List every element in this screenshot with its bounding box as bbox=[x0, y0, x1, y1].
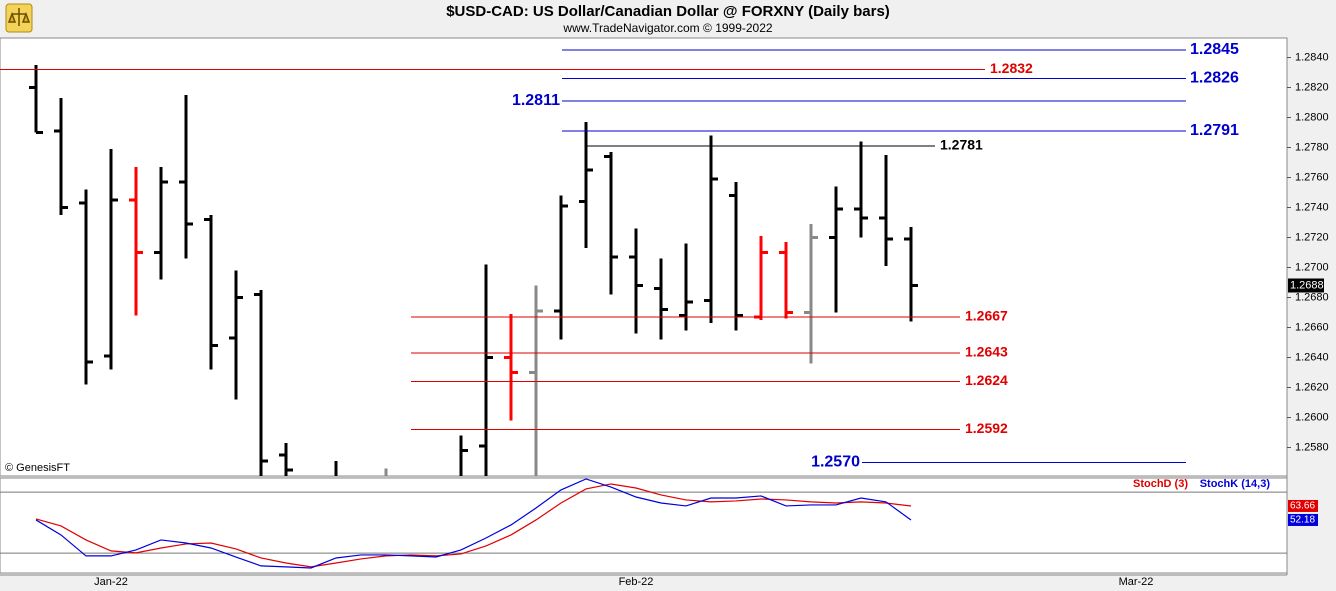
stoch-line bbox=[35, 483, 912, 568]
y-tick-label: 1.2680 bbox=[1295, 291, 1329, 303]
y-tick-label: 1.2700 bbox=[1295, 261, 1329, 273]
level-label: 1.2781 bbox=[940, 137, 983, 153]
logo bbox=[5, 3, 33, 33]
x-tick-label: Jan-22 bbox=[94, 576, 128, 588]
last-value-label: 63.66 bbox=[1290, 501, 1315, 512]
level-label: 1.2826 bbox=[1190, 70, 1239, 87]
stoch-line bbox=[35, 478, 912, 569]
x-tick-label: Mar-22 bbox=[1119, 576, 1154, 588]
y-tick-label: 1.2820 bbox=[1295, 81, 1329, 93]
chart-subtitle: www.TradeNavigator.com © 1999-2022 bbox=[562, 21, 772, 35]
level-label: 1.2592 bbox=[965, 420, 1008, 436]
y-tick-label: 1.2760 bbox=[1295, 171, 1329, 183]
y-tick-label: 1.2660 bbox=[1295, 321, 1329, 333]
y-tick-label: 1.2580 bbox=[1295, 441, 1329, 453]
level-label: 1.2667 bbox=[965, 308, 1008, 324]
level-label: 1.2624 bbox=[965, 372, 1008, 388]
y-tick-label: 1.2720 bbox=[1295, 231, 1329, 243]
y-tick-label: 1.2620 bbox=[1295, 381, 1329, 393]
y-tick-label: 1.2800 bbox=[1295, 111, 1329, 123]
legend-label: StochK (14,3) bbox=[1200, 478, 1271, 490]
last-value-box bbox=[1288, 513, 1318, 526]
plot-area bbox=[0, 37, 1288, 477]
level-label: 1.2845 bbox=[1190, 41, 1239, 58]
last-price-box bbox=[1288, 278, 1324, 293]
y-tick-label: 1.2600 bbox=[1295, 411, 1329, 423]
level-label: 1.2811 bbox=[512, 92, 560, 109]
last-price-label: 1.2688 bbox=[1290, 279, 1324, 291]
chart-title: $USD-CAD: US Dollar/Canadian Dollar @ FO… bbox=[446, 3, 890, 20]
watermark: © GenesisFT bbox=[5, 462, 70, 474]
level-label: 1.2791 bbox=[1190, 122, 1239, 139]
legend-label: StochD (3) bbox=[1133, 478, 1188, 490]
y-tick-label: 1.2840 bbox=[1295, 51, 1329, 63]
last-value-box bbox=[1288, 499, 1318, 512]
price-plot bbox=[29, 65, 918, 476]
y-tick-label: 1.2640 bbox=[1295, 351, 1329, 363]
level-label: 1.2643 bbox=[965, 344, 1008, 360]
y-tick-label: 1.2780 bbox=[1295, 141, 1329, 153]
level-label: 1.2832 bbox=[990, 60, 1033, 76]
level-label: 1.2570 bbox=[811, 454, 860, 471]
indicator-area bbox=[0, 477, 1288, 574]
last-value-label: 52.18 bbox=[1290, 515, 1315, 526]
x-tick-label: Feb-22 bbox=[619, 576, 654, 588]
y-tick-label: 1.2740 bbox=[1295, 201, 1329, 213]
